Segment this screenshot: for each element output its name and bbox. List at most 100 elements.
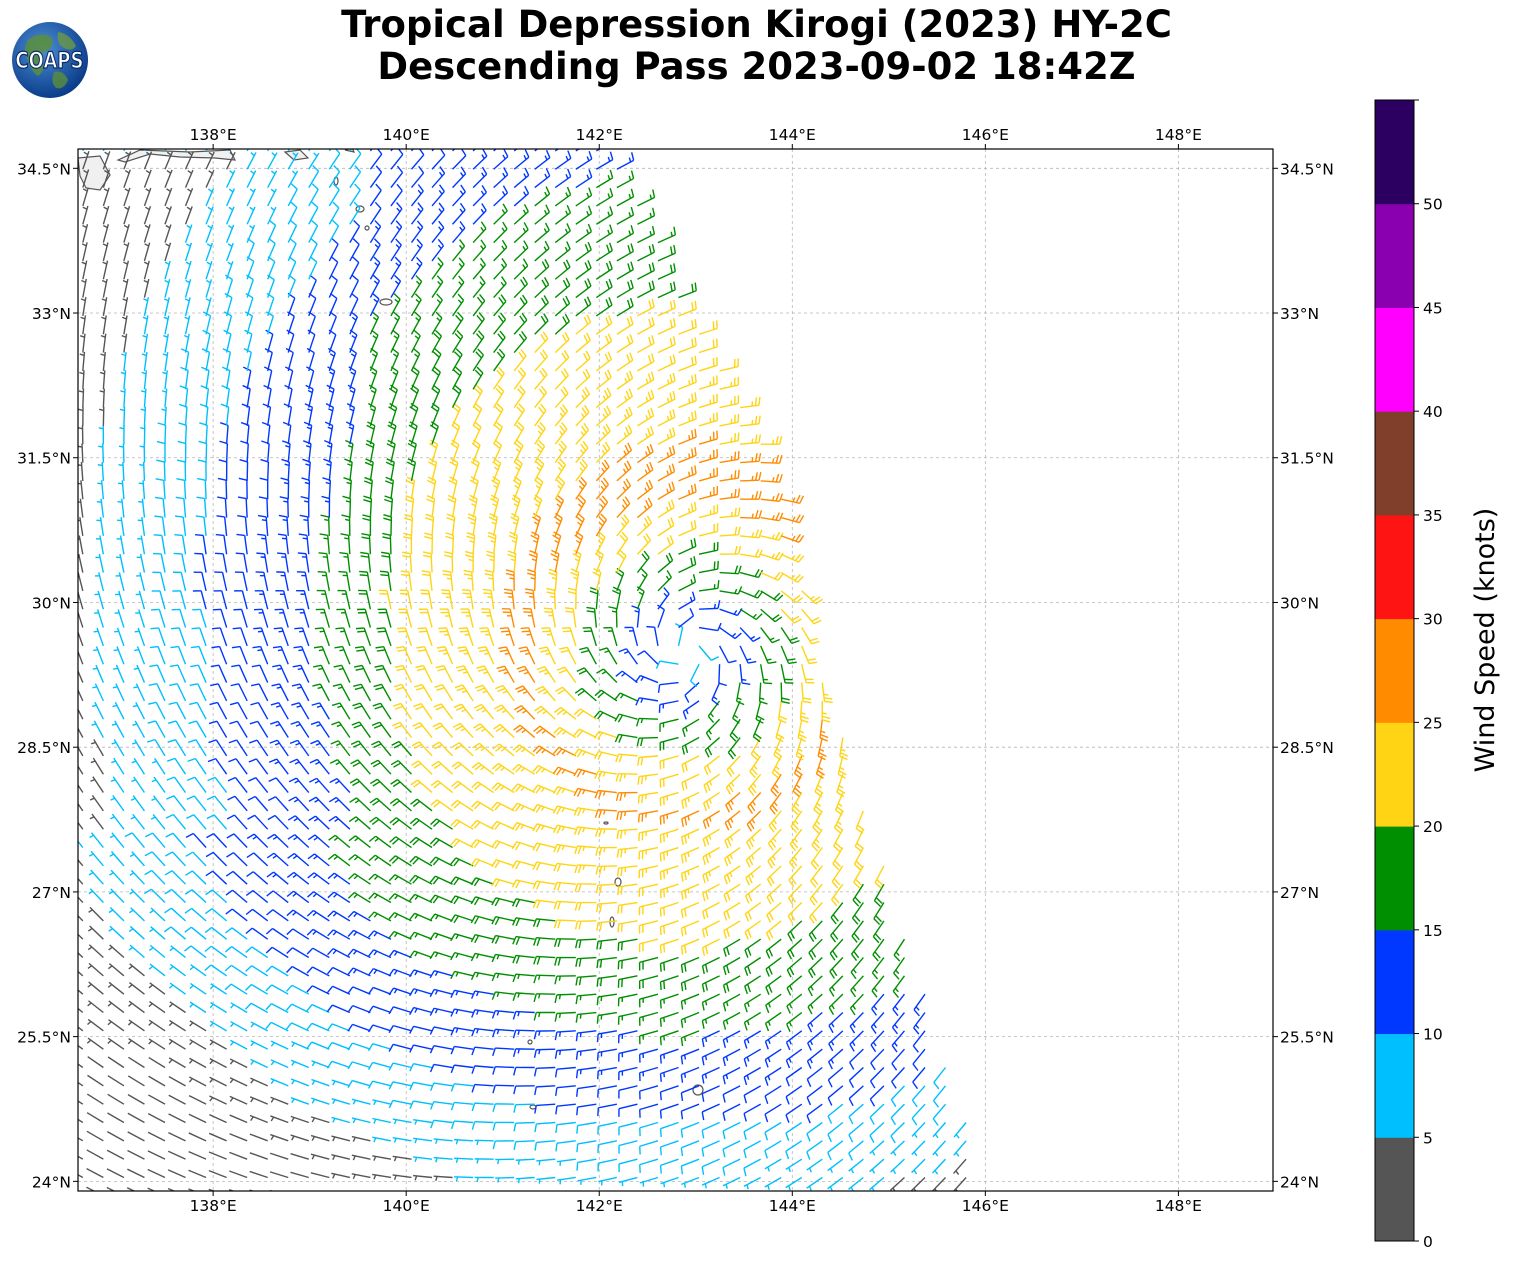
- wind-barb: [89, 813, 104, 830]
- wind-barb: [635, 697, 659, 706]
- wind-barb: [637, 650, 659, 665]
- wind-barb: [258, 496, 269, 518]
- wind-barb: [164, 907, 186, 922]
- wind-barb: [533, 1048, 556, 1058]
- wind-barb: [616, 170, 635, 189]
- wind-barb: [595, 297, 613, 317]
- wind-barb: [492, 743, 515, 757]
- wind-barb: [431, 311, 443, 335]
- wind-barb: [410, 329, 421, 353]
- wind-barb: [764, 1103, 782, 1123]
- wind-barb: [147, 1112, 166, 1124]
- wind-barb: [347, 1004, 371, 1014]
- wind-barb: [128, 1000, 145, 1014]
- wind-barb: [659, 828, 679, 844]
- wind-barb: [87, 1074, 104, 1087]
- wind-barb: [743, 1176, 762, 1190]
- wind-barb: [554, 204, 572, 225]
- wind-barb: [410, 149, 425, 170]
- wind-barb: [576, 1085, 597, 1097]
- wind-barb: [595, 224, 614, 244]
- wind-barb: [369, 329, 379, 353]
- wind-barb: [452, 184, 466, 207]
- wind-barb: [806, 1121, 823, 1142]
- wind-barb: [491, 859, 515, 869]
- wind-barb: [807, 975, 823, 997]
- wind-barb: [637, 443, 654, 464]
- wind-barb: [498, 646, 515, 665]
- wind-barb: [410, 202, 424, 225]
- wind-barb: [892, 993, 906, 1017]
- wind-barb: [678, 520, 697, 537]
- wind-barb: [331, 1079, 351, 1087]
- title-line-1: Tropical Depression Kirogi (2023) HY-2C: [341, 3, 1172, 46]
- wind-barb: [719, 451, 740, 464]
- wind-barb: [718, 645, 737, 664]
- wind-barb: [614, 713, 638, 723]
- wind-barb: [266, 871, 289, 885]
- wind-barb: [932, 1140, 947, 1157]
- wind-barb: [349, 256, 360, 280]
- wind-barb: [811, 828, 823, 852]
- wind-barb: [870, 1030, 885, 1053]
- wind-barb: [785, 1158, 803, 1173]
- colorbar-bin: [1375, 618, 1414, 723]
- wind-barb: [740, 415, 761, 427]
- wind-barb: [764, 1030, 782, 1050]
- wind-barb: [719, 626, 742, 640]
- wind-barb: [595, 169, 614, 189]
- wind-barb: [534, 186, 551, 207]
- wind-barb: [659, 791, 679, 807]
- wind-barb: [143, 242, 151, 262]
- wind-barb: [439, 608, 454, 628]
- wind-barb: [471, 762, 495, 775]
- wind-barb: [512, 744, 536, 757]
- wind-barb: [324, 421, 334, 445]
- wind-barb: [340, 533, 351, 555]
- wind-barb: [230, 1002, 248, 1014]
- wind-barb: [555, 1085, 576, 1096]
- wind-barb: [534, 295, 549, 317]
- wind-barb: [389, 836, 412, 849]
- wind-barb: [78, 914, 84, 922]
- wind-barb: [530, 531, 540, 555]
- wind-barb: [680, 1011, 700, 1028]
- wind-barb: [246, 206, 256, 225]
- wind-barb: [719, 469, 740, 482]
- wind-barb: [369, 816, 392, 830]
- wind-barb: [339, 551, 351, 573]
- wind-barb: [472, 293, 486, 317]
- wind-barb: [744, 1196, 761, 1208]
- wind-barb: [555, 686, 577, 702]
- wind-barb: [575, 993, 597, 1005]
- wind-barb: [659, 846, 679, 862]
- wind-barb: [618, 1158, 638, 1173]
- wind-barb: [142, 315, 149, 335]
- wind-barb: [806, 1085, 823, 1106]
- wind-barb: [680, 1103, 700, 1120]
- wind-barb: [787, 902, 803, 924]
- wind-barb: [848, 1140, 864, 1161]
- wind-barb: [87, 1000, 104, 1014]
- wind-barb: [265, 946, 289, 959]
- wind-barb: [327, 910, 351, 922]
- wind-barb: [616, 279, 634, 299]
- wind-barb: [518, 646, 536, 665]
- wind-barb: [869, 1121, 885, 1143]
- wind-barb: [368, 854, 392, 867]
- wind-barb: [161, 388, 168, 408]
- wind-barb: [821, 682, 833, 704]
- wind-barb: [408, 421, 418, 445]
- wind-barb: [575, 1066, 597, 1079]
- wind-barb: [184, 279, 192, 298]
- wind-barb: [248, 758, 269, 775]
- wind-barb: [372, 1117, 392, 1124]
- wind-barb: [117, 480, 125, 500]
- wind-barb: [285, 347, 294, 372]
- wind-barb: [369, 256, 381, 280]
- wind-barb: [153, 534, 166, 555]
- wind-barb: [508, 531, 518, 555]
- wind-barb: [759, 664, 773, 685]
- wind-barb: [109, 813, 125, 830]
- wind-barb: [450, 876, 474, 886]
